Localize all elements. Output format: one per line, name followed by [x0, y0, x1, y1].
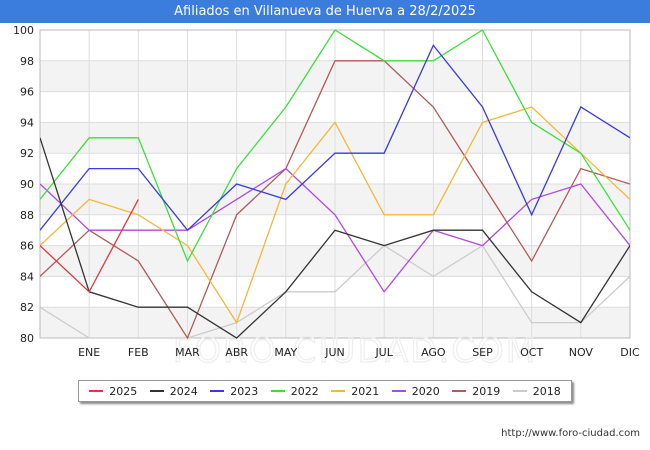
- legend-label: 2019: [472, 384, 501, 398]
- legend-item-2020: 2020: [391, 384, 440, 398]
- legend-swatch: [512, 390, 527, 392]
- legend-label: 2022: [290, 384, 319, 398]
- legend-label: 2020: [411, 384, 440, 398]
- x-tick-label: MAR: [175, 346, 200, 359]
- line-chart: FORO-CIUDAD.COM 80 82 84 86 88 90 92 94 96 98 100 EN…: [13, 24, 640, 372]
- legend-swatch: [331, 390, 346, 392]
- x-tick-label: NOV: [569, 346, 594, 359]
- legend-item-2024: 2024: [149, 384, 198, 398]
- legend-item-2022: 2022: [270, 384, 319, 398]
- x-tick-label: DIC: [620, 346, 640, 359]
- x-tick-label: AGO: [421, 346, 446, 359]
- x-tick-label: MAY: [274, 346, 297, 359]
- series-line-2018: [40, 244, 630, 339]
- chart-legend: 2025 2024 2023 2022 2021 2020 2019 2018: [78, 380, 572, 402]
- legend-swatch: [452, 390, 467, 392]
- series-line-2024: [40, 137, 630, 339]
- legend-swatch: [270, 390, 285, 392]
- y-tick-label: 92: [20, 147, 34, 160]
- y-tick-label: 90: [20, 178, 34, 191]
- legend-swatch: [89, 390, 104, 392]
- series-line-2023: [40, 44, 630, 232]
- x-tick-label: JUL: [374, 346, 393, 359]
- legend-label: 2024: [169, 384, 198, 398]
- legend-swatch: [391, 390, 406, 392]
- legend-label: 2018: [532, 384, 561, 398]
- legend-item-2025: 2025: [89, 385, 137, 398]
- series-line-2019: [40, 60, 630, 340]
- watermark: FORO-CIUDAD.COM: [173, 331, 537, 371]
- x-tick-label: ENE: [78, 346, 100, 359]
- x-tick-label: ABR: [225, 346, 248, 359]
- x-tick-label: SEP: [472, 346, 493, 359]
- series-line-2021: [40, 106, 630, 325]
- legend-item-2018: 2018: [512, 384, 561, 398]
- source-url: http://www.foro-ciudad.com: [501, 428, 640, 439]
- legend-swatch: [210, 390, 225, 392]
- y-tick-label: 96: [20, 86, 34, 99]
- y-tick-label: 84: [20, 270, 34, 283]
- x-tick-label: FEB: [128, 346, 149, 359]
- legend-label: 2021: [351, 384, 380, 398]
- x-tick-label: OCT: [520, 346, 543, 359]
- legend-item-2023: 2023: [210, 385, 258, 398]
- y-tick-label: 98: [20, 55, 34, 68]
- legend-swatch: [149, 390, 164, 392]
- legend-item-2019: 2019: [452, 385, 500, 398]
- y-tick-label: 100: [13, 24, 34, 37]
- y-tick-label: 82: [20, 301, 34, 314]
- legend-label: 2025: [109, 384, 138, 398]
- y-tick-label: 88: [20, 209, 34, 222]
- x-tick-label: JUN: [324, 346, 345, 359]
- legend-item-2021: 2021: [331, 385, 379, 398]
- legend-label: 2023: [230, 384, 259, 398]
- y-tick-label: 94: [20, 116, 34, 129]
- series-line-2020: [40, 167, 630, 293]
- y-tick-label: 80: [20, 332, 34, 345]
- series-line-2022: [40, 29, 630, 263]
- y-tick-label: 86: [20, 240, 34, 253]
- chart-title: Afiliados en Villanueva de Huerva a 28/2…: [0, 0, 650, 23]
- series-line-2025: [40, 199, 139, 293]
